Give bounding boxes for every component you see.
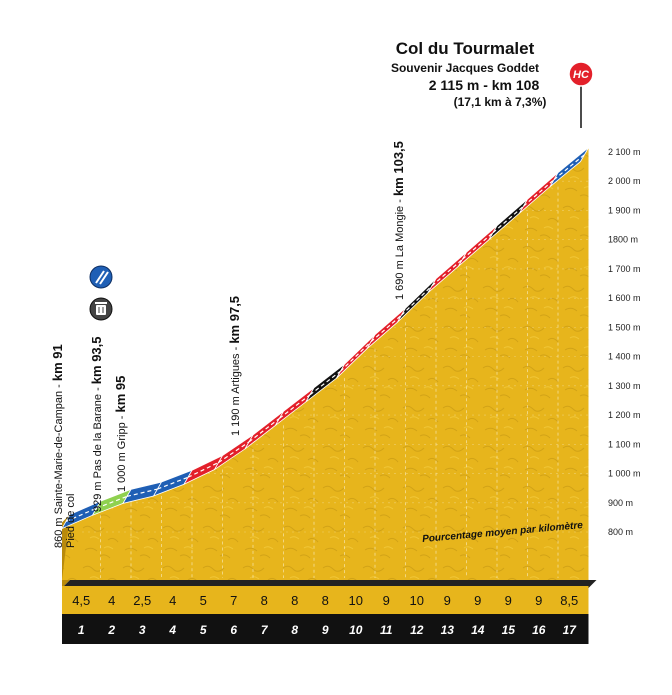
profile-gradient-ribbon xyxy=(61,147,589,530)
km-label: 7 xyxy=(261,623,269,637)
km-label: 15 xyxy=(502,623,516,637)
grade-label: 7 xyxy=(230,593,237,608)
landmark-name: 929 m Pas de la Barane - km 93,5 xyxy=(89,337,104,513)
landmark-name: 1 190 m Artigues - km 97,5 xyxy=(227,296,242,436)
climb-summary: (17,1 km à 7,3%) xyxy=(454,95,547,109)
grade-strip xyxy=(62,586,589,614)
altitude-tick-label: 1 000 m xyxy=(608,469,641,479)
altitude-tick-label: 1 100 m xyxy=(608,439,641,449)
summit-souvenir: Souvenir Jacques Goddet xyxy=(391,61,539,75)
km-label: 4 xyxy=(168,623,176,637)
landmark-km: km 91 xyxy=(50,344,65,381)
grade-label: 8,5 xyxy=(560,593,578,608)
landmark-label: 929 m Pas de la Barane - km 93,5 xyxy=(89,337,104,513)
km-label: 3 xyxy=(139,623,146,637)
segment-centerline xyxy=(401,285,433,316)
grade-label: 10 xyxy=(410,593,424,608)
grade-label: 8 xyxy=(322,593,329,608)
km-label: 17 xyxy=(563,623,578,637)
grade-label: 10 xyxy=(349,593,363,608)
segment-centerline xyxy=(187,461,219,478)
altitude-tick-label: 900 m xyxy=(608,498,633,508)
grade-labels: 4,5 4 2,5 4 5 7 8 8 8 10 9 10 9 9 9 9 8,5 xyxy=(62,586,589,614)
altitude-tick-label: 2 100 m xyxy=(608,147,641,157)
altitude-tick-label: 1 200 m xyxy=(608,410,641,420)
profile-grid xyxy=(82,151,589,578)
segment-centerline xyxy=(157,476,189,490)
grade-label: 5 xyxy=(200,593,207,608)
landmark-label: 1 190 m Artigues - km 97,5 xyxy=(227,296,242,436)
intermediate-sprint-icon xyxy=(89,265,113,289)
landmark-km: km 97,5 xyxy=(227,296,242,344)
grade-label: 9 xyxy=(535,593,542,608)
altitude-tick-label: 1 900 m xyxy=(608,205,641,215)
altitude-tick-label: 1800 m xyxy=(608,235,638,245)
landmark-km: km 93,5 xyxy=(89,337,104,385)
km-label: 5 xyxy=(200,623,207,637)
segment-centerline xyxy=(96,495,128,509)
altitude-tick-label: 1 500 m xyxy=(608,322,641,332)
landmark-label: 860 m Sainte-Marie-de-Campan - km 91Pied… xyxy=(50,344,77,548)
landmark-label: 1 000 m Gripp - km 95 xyxy=(113,376,128,492)
altitude-tick-label: 1 600 m xyxy=(608,293,641,303)
km-label: 11 xyxy=(380,623,393,637)
grade-label: 9 xyxy=(474,593,481,608)
landmark-name: 1 000 m Gripp - km 95 xyxy=(113,376,128,492)
km-label: 6 xyxy=(230,623,237,637)
km-label: 14 xyxy=(471,623,485,637)
summit-name: Col du Tourmalet xyxy=(396,39,535,58)
altitude-tick-label: 1 700 m xyxy=(608,264,641,274)
feed-zone-icon xyxy=(89,297,113,321)
grade-label: 2,5 xyxy=(133,593,151,608)
landmark-label: 1 690 m La Mongie - km 103,5 xyxy=(391,141,406,300)
km-label: 13 xyxy=(441,623,455,637)
mountain-fill xyxy=(62,147,589,580)
km-label: 10 xyxy=(349,623,363,637)
landmark-name: 1 690 m La Mongie - km 103,5 xyxy=(391,141,406,300)
grade-label: 8 xyxy=(261,593,268,608)
segment-centerline xyxy=(65,507,97,523)
segment-centerline xyxy=(340,341,372,372)
km-label: 16 xyxy=(532,623,546,637)
segment-centerline xyxy=(126,488,158,497)
km-label: 12 xyxy=(410,623,424,637)
profile-mountain-area xyxy=(62,147,589,580)
grade-label: 4 xyxy=(169,593,176,608)
altitude-tick-label: 1 300 m xyxy=(608,381,641,391)
landmark-labels: 860 m Sainte-Marie-de-Campan - km 91Pied… xyxy=(50,141,406,548)
km-label: 1 xyxy=(78,623,85,637)
gradient-segment xyxy=(549,147,589,187)
grade-label: 4,5 xyxy=(72,593,90,608)
grade-label: 9 xyxy=(444,593,451,608)
altitude-axis: 800 m 900 m 1 000 m 1 100 m 1 200 m 1 300 m 1 … xyxy=(608,147,641,537)
km-label: 9 xyxy=(322,623,329,637)
landmark-sub: Pied de col xyxy=(65,494,77,548)
landmark-km: km 95 xyxy=(113,376,128,413)
landmark-km: km 103,5 xyxy=(391,141,406,196)
km-strip xyxy=(62,614,589,644)
grade-label: 9 xyxy=(505,593,512,608)
altitude-tick-label: 800 m xyxy=(608,527,633,537)
landmark-name: 860 m Sainte-Marie-de-Campan - km 91 xyxy=(50,344,65,548)
altitude-tick-label: 2 000 m xyxy=(608,176,641,186)
grade-label: 4 xyxy=(108,593,115,608)
km-labels: 1 2 3 4 5 6 7 8 9 10 11 12 13 14 15 16 17 xyxy=(62,614,589,644)
altitude-tick-label: 1 400 m xyxy=(608,352,641,362)
hc-badge-label: HC xyxy=(573,69,590,81)
hc-category-badge: HC xyxy=(568,61,594,128)
km-label: 8 xyxy=(291,623,298,637)
segment-centerline xyxy=(218,441,250,464)
grade-label: 8 xyxy=(291,593,298,608)
summit-altitude-km: 2 115 m - km 108 xyxy=(429,77,540,93)
grade-label: 9 xyxy=(383,593,390,608)
km-label: 2 xyxy=(107,623,115,637)
